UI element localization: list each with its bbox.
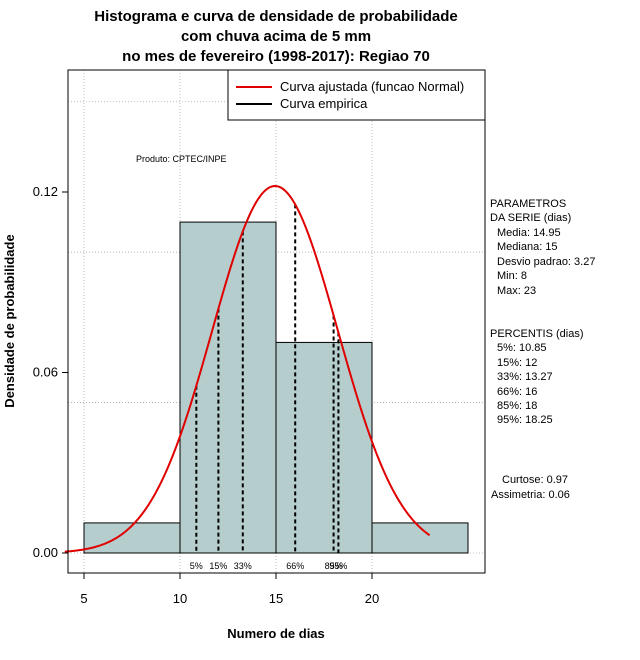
percentil-85: 85%: 18 [497, 400, 537, 412]
stat-skewness: Assimetria: 0.06 [491, 489, 570, 501]
x-tick-label: 15 [269, 591, 283, 606]
parameters-header-2: DA SERIE (dias) [490, 212, 571, 224]
parameters-header-1: PARAMETROS [490, 198, 566, 210]
x-tick-label: 10 [173, 591, 187, 606]
percentil-66: 66%: 16 [497, 386, 537, 398]
y-tick-label: 0.00 [33, 545, 58, 560]
legend-label-fitted: Curva ajustada (funcao Normal) [280, 79, 464, 94]
percentile-label: 33% [234, 561, 252, 571]
legend-label-empirical: Curva empirica [280, 96, 368, 111]
histogram-bar [275, 341, 373, 554]
legend: Curva ajustada (funcao Normal) Curva emp… [227, 69, 486, 121]
chart-title-line-2: com chuva acima de 5 mm [181, 28, 371, 45]
percentile-label: 66% [286, 561, 304, 571]
histogram-bar [179, 221, 277, 554]
histogram-bar [83, 522, 181, 554]
param-median: Mediana: 15 [497, 241, 558, 253]
param-mean: Media: 14.95 [497, 227, 561, 239]
percentil-15: 15%: 12 [497, 357, 537, 369]
percentil-5: 5%: 10.85 [497, 342, 547, 354]
param-sd: Desvio padrao: 3.27 [497, 256, 595, 268]
percentis-header: PERCENTIS (dias) [490, 328, 584, 340]
parameters-panel: PARAMETROS DA SERIE (dias) Media: 14.95 … [490, 198, 595, 297]
percentile-lines: 5% 15% 33% 66% 85%95% [190, 204, 347, 571]
histogram-bars [83, 221, 469, 554]
chart-title-line-3: no mes de fevereiro (1998-2017): Regiao … [122, 48, 430, 65]
chart-title-line-1: Histograma e curva de densidade de proba… [94, 8, 457, 25]
param-min: Min: 8 [497, 270, 527, 282]
y-axis-label: Densidade de probabilidade [2, 234, 17, 407]
normal-curve-line [64, 184, 431, 553]
y-tick-label: 0.12 [33, 184, 58, 199]
shape-stats-panel: Curtose: 0.97 Assimetria: 0.06 [491, 474, 570, 501]
product-label: Produto: CPTEC/INPE [136, 154, 227, 164]
y-axis: 0.00 0.06 0.12 [33, 184, 68, 560]
percentile-label: 85% [325, 561, 343, 571]
param-max: Max: 23 [497, 285, 536, 297]
x-axis: 5 10 15 20 [80, 572, 379, 606]
percentil-95: 95%: 18.25 [497, 414, 553, 426]
stat-kurtosis: Curtose: 0.97 [502, 474, 568, 486]
percentil-33: 33%: 13.27 [497, 371, 553, 383]
legend-box [227, 69, 486, 121]
x-axis-label: Numero de dias [227, 626, 325, 641]
percentis-panel: PERCENTIS (dias) 5%: 10.85 15%: 12 33%: … [490, 328, 584, 426]
percentile-label: 15% [209, 561, 227, 571]
x-tick-label: 5 [80, 591, 87, 606]
percentile-label: 5% [190, 561, 203, 571]
x-tick-label: 20 [365, 591, 379, 606]
y-tick-label: 0.06 [33, 365, 58, 380]
percentile-label: 95% [329, 561, 347, 571]
